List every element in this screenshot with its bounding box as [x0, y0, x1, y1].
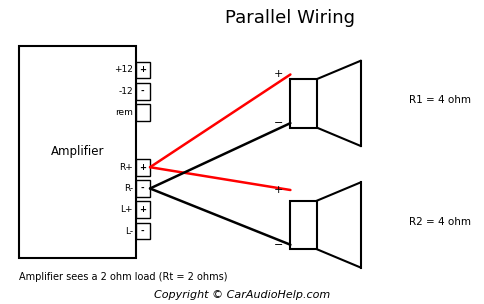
Text: -: -: [141, 87, 145, 96]
Text: Amplifier sees a 2 ohm load (Rt = 2 ohms): Amplifier sees a 2 ohm load (Rt = 2 ohms…: [19, 272, 228, 282]
Bar: [290, 79, 317, 128]
Text: R1 = 4 ohm: R1 = 4 ohm: [409, 95, 471, 105]
Bar: [136, 159, 150, 176]
Bar: [136, 83, 150, 100]
Bar: [19, 46, 136, 258]
Text: L+: L+: [121, 205, 133, 214]
Bar: [136, 223, 150, 240]
Text: L-: L-: [125, 226, 133, 236]
Text: −: −: [273, 240, 283, 250]
Text: -: -: [141, 184, 145, 193]
Bar: [136, 104, 150, 121]
Text: +: +: [273, 70, 283, 79]
Text: R2 = 4 ohm: R2 = 4 ohm: [409, 217, 471, 227]
Text: +: +: [139, 163, 146, 172]
Text: −: −: [273, 118, 283, 128]
Bar: [290, 201, 317, 249]
Text: Parallel Wiring: Parallel Wiring: [226, 9, 355, 27]
Text: rem: rem: [115, 108, 133, 117]
Text: +: +: [139, 205, 146, 214]
Text: +: +: [139, 65, 146, 74]
Text: +: +: [273, 185, 283, 195]
Text: -12: -12: [119, 87, 133, 96]
Text: Amplifier: Amplifier: [51, 146, 104, 158]
Bar: [136, 180, 150, 197]
Text: -: -: [141, 226, 145, 236]
Bar: [136, 202, 150, 218]
Text: R+: R+: [120, 163, 133, 172]
Text: R-: R-: [124, 184, 133, 193]
Text: Copyright © CarAudioHelp.com: Copyright © CarAudioHelp.com: [154, 290, 330, 300]
Bar: [136, 61, 150, 78]
Text: +12: +12: [114, 65, 133, 74]
